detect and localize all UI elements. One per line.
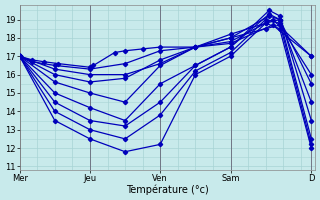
X-axis label: Température (°c): Température (°c) xyxy=(126,185,209,195)
